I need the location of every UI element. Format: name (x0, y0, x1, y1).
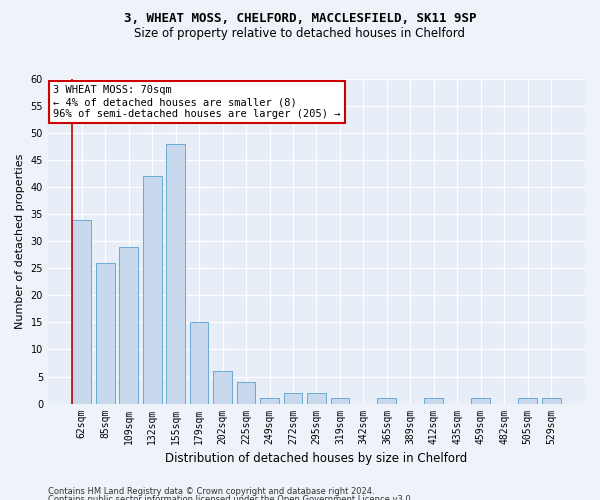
Text: Contains public sector information licensed under the Open Government Licence v3: Contains public sector information licen… (48, 495, 413, 500)
Bar (377, 398, 396, 404)
Bar (213, 371, 232, 404)
Bar (260, 398, 279, 404)
Bar (143, 176, 161, 404)
Text: Size of property relative to detached houses in Chelford: Size of property relative to detached ho… (134, 28, 466, 40)
Text: 3, WHEAT MOSS, CHELFORD, MACCLESFIELD, SK11 9SP: 3, WHEAT MOSS, CHELFORD, MACCLESFIELD, S… (124, 12, 476, 26)
Bar (73, 220, 91, 404)
Bar (166, 144, 185, 404)
Bar (424, 398, 443, 404)
Bar (119, 246, 138, 404)
Text: Contains HM Land Registry data © Crown copyright and database right 2024.: Contains HM Land Registry data © Crown c… (48, 488, 374, 496)
Bar (96, 263, 115, 404)
Bar (307, 392, 326, 404)
Bar (542, 398, 560, 404)
Bar (236, 382, 256, 404)
X-axis label: Distribution of detached houses by size in Chelford: Distribution of detached houses by size … (166, 452, 467, 465)
Bar (331, 398, 349, 404)
Bar (518, 398, 537, 404)
Bar (190, 322, 208, 404)
Text: 3 WHEAT MOSS: 70sqm
← 4% of detached houses are smaller (8)
96% of semi-detached: 3 WHEAT MOSS: 70sqm ← 4% of detached hou… (53, 86, 341, 118)
Y-axis label: Number of detached properties: Number of detached properties (15, 154, 25, 329)
Bar (284, 392, 302, 404)
Bar (472, 398, 490, 404)
